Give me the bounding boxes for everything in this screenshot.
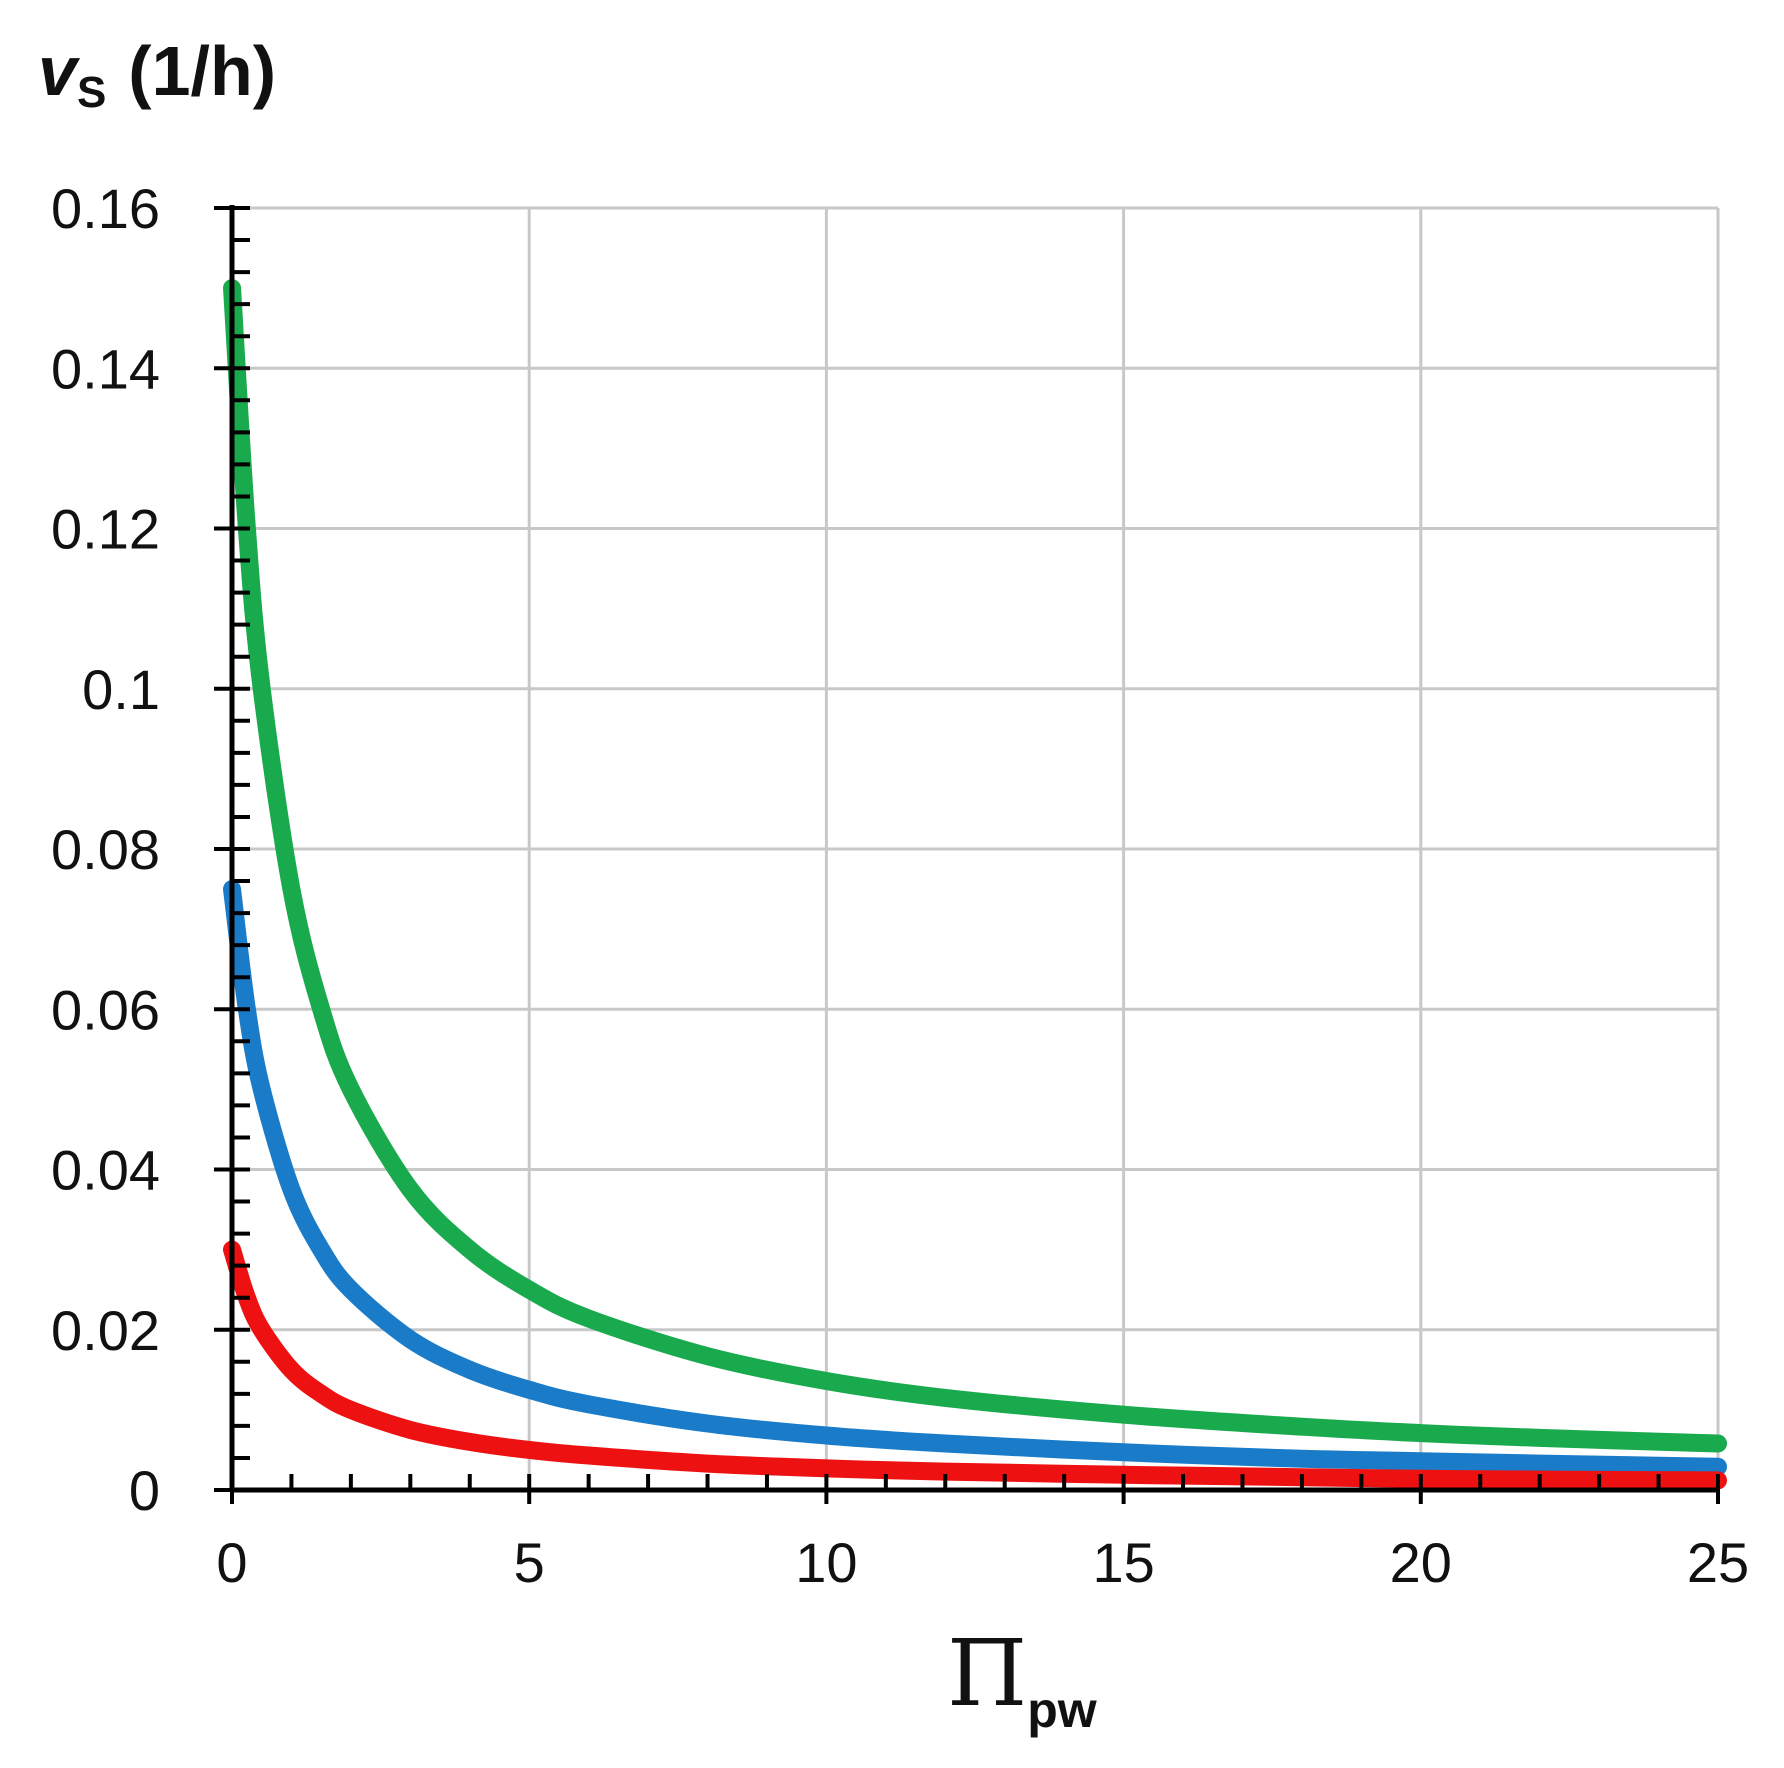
x-tick-labels: 0 5 10 15 20 25 xyxy=(216,1531,1749,1594)
y-tick-label: 0.08 xyxy=(51,818,160,881)
y-axis-unit: (1/h) xyxy=(128,32,276,110)
y-tick-label: 0.06 xyxy=(51,978,160,1041)
x-axis-label: Πpw xyxy=(947,1620,1097,1738)
series-line-3 xyxy=(223,1240,1727,1490)
x-axis-symbol: Π xyxy=(947,1620,1027,1727)
y-tick-label: 0.12 xyxy=(51,498,160,561)
x-tick-label: 5 xyxy=(514,1531,545,1594)
y-tick-label: 0.1 xyxy=(82,658,160,721)
data-series xyxy=(223,279,1727,1490)
series-line-2 xyxy=(223,880,1727,1476)
y-tick-label: 0.14 xyxy=(51,337,160,400)
y-tick-label: 0.04 xyxy=(51,1139,160,1202)
y-tick-label: 0.16 xyxy=(51,177,160,240)
y-tick-label: 0.02 xyxy=(51,1299,160,1362)
x-tick-label: 15 xyxy=(1092,1531,1154,1594)
x-axis-subscript: pw xyxy=(1027,1682,1097,1738)
x-tick-label: 10 xyxy=(795,1531,857,1594)
y-axis-subscript: S xyxy=(77,68,106,117)
y-axis-symbol: v xyxy=(38,32,81,110)
y-axis-label: vS (1/h) xyxy=(38,32,276,117)
x-tick-label: 0 xyxy=(216,1531,247,1594)
grid-lines xyxy=(232,206,1720,1490)
y-tick-label: 0 xyxy=(129,1459,160,1522)
axes xyxy=(214,205,1720,1504)
y-tick-labels: 0 0.02 0.04 0.06 0.08 0.1 0.12 0.14 0.16 xyxy=(51,177,160,1522)
x-tick-label: 25 xyxy=(1687,1531,1749,1594)
x-tick-label: 20 xyxy=(1390,1531,1452,1594)
series-line-1 xyxy=(223,279,1727,1453)
